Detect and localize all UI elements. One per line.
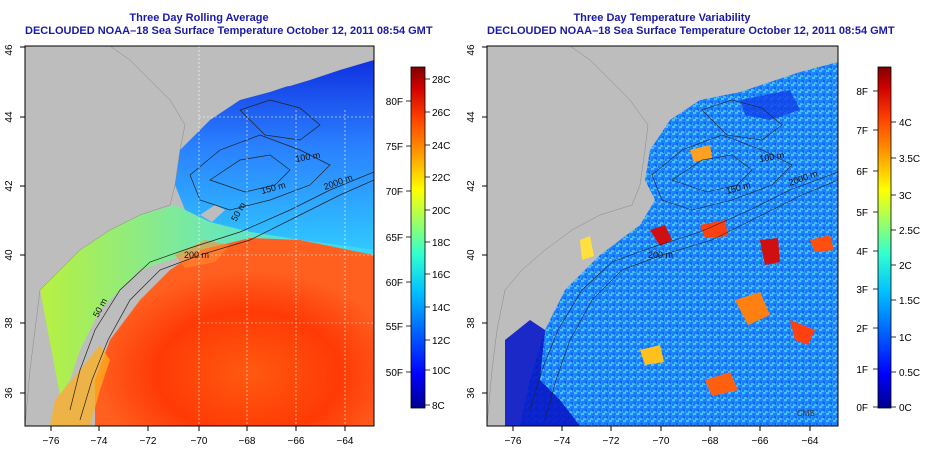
right-y-tick-4: 44 <box>466 111 477 123</box>
right-cb-c-5: 2.5C <box>899 226 920 237</box>
right-x-tick-5: −66 <box>752 436 769 447</box>
left-colorbar-ticks <box>406 78 430 406</box>
right-y-tick-2: 40 <box>466 249 477 261</box>
left-map-title: Three Day Rolling Average DECLOUDED NOAA… <box>25 12 433 38</box>
right-contours <box>529 99 838 421</box>
left-cb-f-4: 70F <box>386 187 403 198</box>
left-x-tick-5: −66 <box>288 436 305 447</box>
right-cb-f-5: 5F <box>856 208 868 219</box>
left-colorbar <box>410 66 426 409</box>
left-cb-c-1: 10C <box>432 366 450 377</box>
left-y-tick-2: 40 <box>4 249 15 261</box>
left-y-tick-1: 38 <box>4 317 15 329</box>
right-y-tick-5: 46 <box>466 44 477 56</box>
right-map-title: Three Day Temperature Variability DECLOU… <box>487 12 895 38</box>
left-cb-c-3: 14C <box>432 303 450 314</box>
right-ocean-field <box>520 62 838 426</box>
left-y-tick-4: 44 <box>4 111 15 123</box>
right-cb-f-1: 1F <box>856 365 868 376</box>
left-cb-f-6: 80F <box>386 97 403 108</box>
right-contour-label-1: 100 m <box>759 150 785 164</box>
right-cb-f-2: 2F <box>856 324 868 335</box>
right-axis-ticks <box>482 46 811 431</box>
right-map: 100 m 150 m 2000 m 200 m CMS <box>487 46 838 426</box>
left-cb-c-9: 26C <box>432 108 450 119</box>
right-x-tick-2: −72 <box>603 436 620 447</box>
left-cb-f-2: 60F <box>386 278 403 289</box>
left-cb-c-2: 12C <box>432 336 450 347</box>
right-cb-c-6: 3C <box>899 191 912 202</box>
left-cb-c-6: 20C <box>432 206 450 217</box>
left-cb-f-0: 50F <box>386 368 403 379</box>
right-colorbar-ticks <box>873 90 896 408</box>
right-y-tick-3: 42 <box>466 180 477 192</box>
right-title-line2: DECLOUDED NOAA–18 Sea Surface Temperatur… <box>487 25 895 37</box>
left-cb-c-10: 28C <box>432 75 450 86</box>
right-cb-f-0: 0F <box>856 403 868 414</box>
left-warm-water <box>95 238 374 426</box>
left-x-tick-0: −76 <box>43 436 60 447</box>
left-x-tick-1: −74 <box>91 436 108 447</box>
left-contours <box>69 99 374 421</box>
left-y-tick-0: 36 <box>4 387 15 399</box>
right-coastline <box>487 46 649 426</box>
right-watermark: CMS <box>797 409 815 418</box>
left-x-tick-6: −64 <box>337 436 354 447</box>
right-cb-c-2: 1C <box>899 333 912 344</box>
right-y-tick-1: 38 <box>466 317 477 329</box>
right-title-line1: Three Day Temperature Variability <box>573 12 751 24</box>
left-cb-c-0: 8C <box>432 401 445 412</box>
right-x-tick-1: −74 <box>554 436 571 447</box>
left-cb-c-5: 18C <box>432 238 450 249</box>
left-cb-c-8: 24C <box>432 141 450 152</box>
left-contour-label-5: 200 m <box>184 250 209 260</box>
right-colorbar <box>877 66 892 409</box>
left-y-tick-3: 42 <box>4 180 15 192</box>
right-x-tick-6: −64 <box>802 436 819 447</box>
right-cb-c-0: 0C <box>899 403 912 414</box>
left-map: 100 m 150 m 2000 m 50 m 200 m 50 m <box>25 46 374 426</box>
right-map-frame <box>486 45 839 427</box>
right-x-tick-4: −68 <box>702 436 719 447</box>
right-cb-c-4: 2C <box>899 261 912 272</box>
right-cb-f-4: 4F <box>856 247 868 258</box>
left-coastline <box>25 46 186 426</box>
right-cb-f-3: 3F <box>856 285 868 296</box>
left-grid <box>198 46 374 426</box>
left-axis-ticks <box>20 46 346 431</box>
left-contour-label-1: 100 m <box>295 150 321 164</box>
right-cb-c-8: 4C <box>899 118 912 129</box>
right-cb-c-1: 0.5C <box>899 368 920 379</box>
left-x-tick-3: −70 <box>191 436 208 447</box>
right-cb-c-3: 1.5C <box>899 296 920 307</box>
right-cb-f-7: 7F <box>856 126 868 137</box>
left-cb-f-1: 55F <box>386 322 403 333</box>
right-x-tick-0: −76 <box>505 436 522 447</box>
right-y-tick-0: 36 <box>466 387 477 399</box>
right-cb-f-8: 8F <box>856 87 868 98</box>
left-title-line2: DECLOUDED NOAA–18 Sea Surface Temperatur… <box>25 25 433 37</box>
left-y-tick-5: 46 <box>4 44 15 56</box>
left-cb-f-3: 65F <box>386 233 403 244</box>
right-cb-c-7: 3.5C <box>899 154 920 165</box>
left-x-tick-2: −72 <box>140 436 157 447</box>
right-cb-f-6: 6F <box>856 167 868 178</box>
right-contour-label-4: 200 m <box>648 250 673 260</box>
right-x-tick-3: −70 <box>653 436 670 447</box>
left-x-tick-4: −68 <box>239 436 256 447</box>
left-cb-c-7: 22C <box>432 173 450 184</box>
left-cb-c-4: 16C <box>432 270 450 281</box>
left-cb-f-5: 75F <box>386 142 403 153</box>
left-title-line1: Three Day Rolling Average <box>129 12 269 24</box>
